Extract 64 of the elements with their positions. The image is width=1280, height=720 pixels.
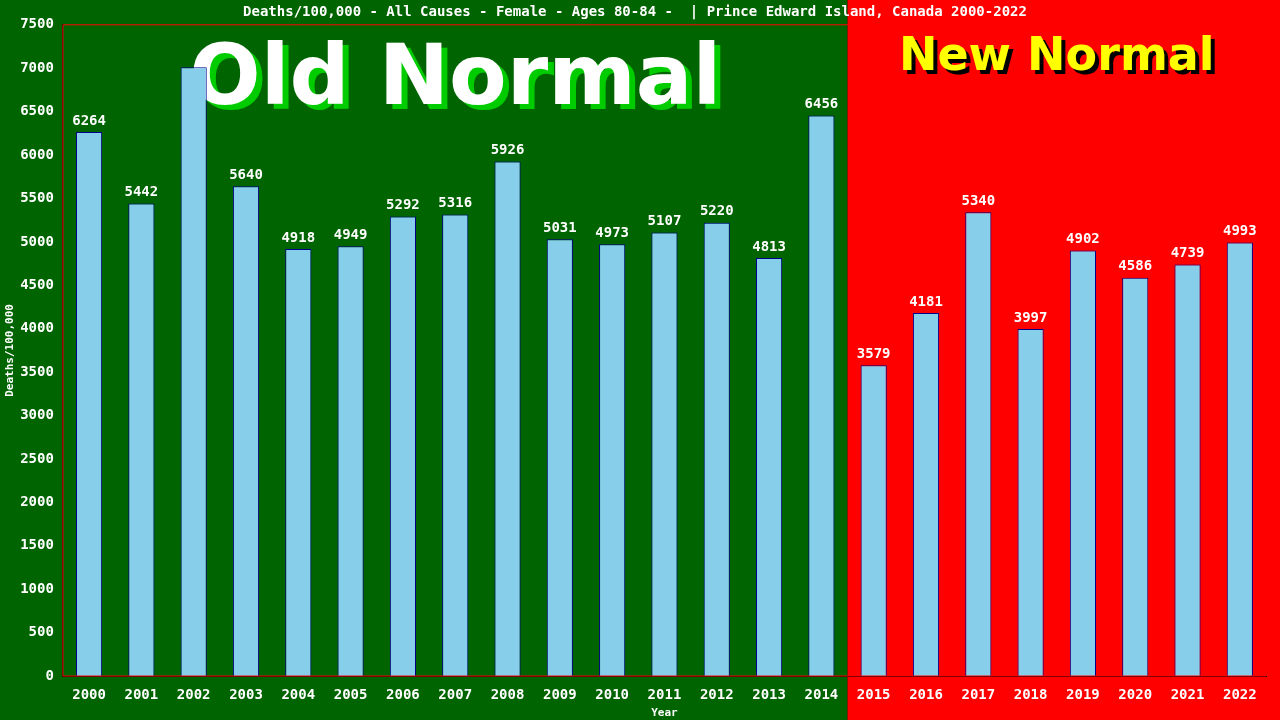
y-tick-label: 1000 (20, 579, 54, 596)
data-label: 5220 (699, 202, 734, 219)
data-label: 5640 (229, 165, 263, 182)
y-tick-label: 6500 (20, 102, 54, 119)
y-tick-label: 2000 (20, 492, 54, 509)
x-tick-label: 2002 (176, 686, 211, 703)
x-tick-label: 2017 (961, 686, 996, 703)
x-tick-label: 2005 (333, 686, 368, 703)
data-label: 6456 (804, 95, 839, 112)
x-tick-label: 2004 (281, 686, 316, 703)
band-label: New Normal (898, 26, 1215, 81)
data-label: 5107 (647, 212, 682, 229)
y-tick-label: 0 (45, 666, 54, 683)
data-label: 5031 (542, 218, 577, 235)
x-tick-label: 2008 (490, 686, 525, 703)
data-label: 4181 (909, 292, 943, 309)
x-tick-label: 2021 (1170, 686, 1205, 703)
y-tick-label: 4000 (20, 319, 54, 336)
y-tick-label: 3500 (20, 362, 54, 379)
y-tick-label: 4500 (20, 275, 54, 292)
y-tick-label: 6000 (20, 145, 54, 162)
data-label: 5442 (124, 183, 159, 200)
y-tick-label: 7500 (20, 15, 54, 32)
data-label: 4949 (333, 225, 368, 242)
data-label: 4918 (281, 228, 316, 245)
x-tick-label: 2018 (1013, 686, 1048, 703)
y-tick-label: 2500 (20, 449, 54, 466)
data-label: 4586 (1118, 257, 1153, 274)
data-label: 6264 (72, 111, 106, 128)
data-label: 5292 (386, 196, 420, 213)
data-label: 5340 (961, 191, 996, 208)
x-tick-label: 2006 (386, 686, 420, 703)
data-label: 3579 (856, 344, 891, 361)
y-tick-label: 500 (28, 623, 54, 640)
x-tick-label: 2000 (72, 686, 106, 703)
x-tick-label: 2009 (542, 686, 577, 703)
y-tick-label: 1500 (20, 536, 54, 553)
y-tick-label: 7000 (20, 58, 54, 75)
x-tick-label: 2010 (595, 686, 630, 703)
x-tick-label: 2012 (699, 686, 734, 703)
data-label: 4813 (752, 237, 786, 254)
x-tick-label: 2011 (647, 686, 682, 703)
x-tick-label: 2020 (1118, 686, 1153, 703)
x-tick-label: 2019 (1066, 686, 1100, 703)
data-label: 4902 (1066, 230, 1100, 247)
data-label: 3997 (1013, 308, 1048, 325)
data-label: 4993 (1222, 222, 1257, 239)
data-label: 4973 (595, 223, 630, 240)
x-tick-label: 2007 (438, 686, 473, 703)
x-tick-label: 2015 (856, 686, 891, 703)
x-tick-label: 2003 (229, 686, 263, 703)
y-tick-label: 5000 (20, 232, 54, 249)
y-axis-title: Deaths/100,000 (3, 304, 17, 397)
x-tick-label: 2014 (804, 686, 839, 703)
x-tick-label: 2016 (909, 686, 943, 703)
x-tick-label: 2001 (124, 686, 159, 703)
data-label: 5926 (490, 141, 525, 158)
x-axis-title: Year (651, 706, 679, 720)
y-tick-label: 3000 (20, 406, 54, 423)
y-tick-label: 5500 (20, 189, 54, 206)
data-label: 5316 (438, 194, 473, 211)
x-tick-label: 2013 (752, 686, 786, 703)
x-tick-label: 2022 (1222, 686, 1257, 703)
data-label: 4739 (1170, 244, 1205, 261)
